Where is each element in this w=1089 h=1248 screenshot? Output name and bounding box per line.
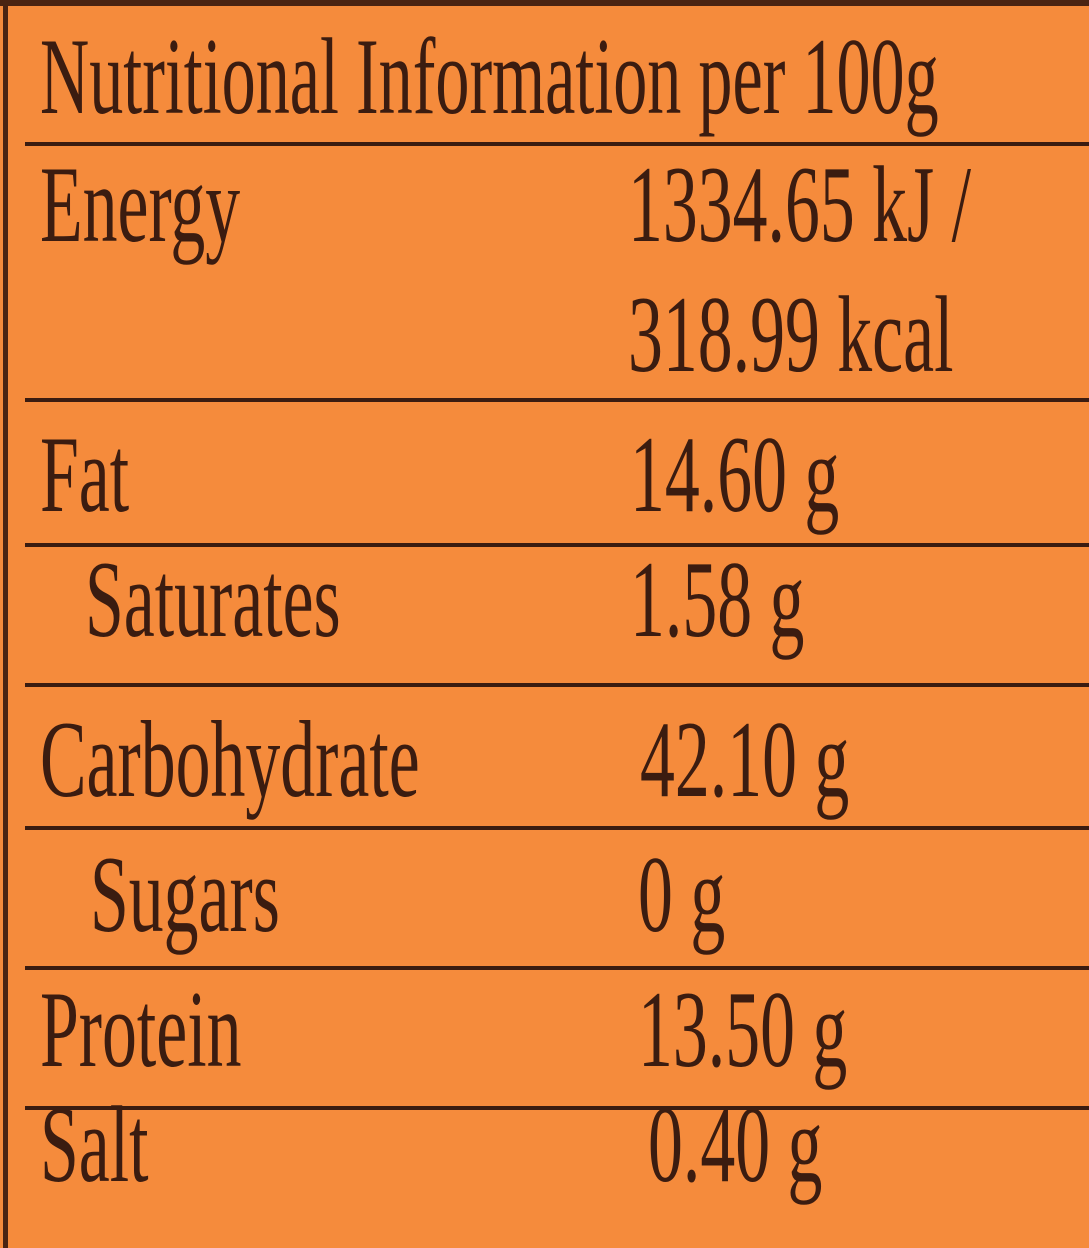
divider — [25, 826, 1089, 830]
divider — [25, 398, 1089, 402]
nutrient-value-protein: 13.50 g — [638, 969, 848, 1090]
nutrient-value-sugars: 0 g — [638, 834, 726, 955]
nutrient-name-sugars: Sugars — [90, 834, 280, 955]
nutrient-name-protein: Protein — [40, 969, 242, 1090]
label-title: Nutritional Information per 100g — [40, 16, 939, 137]
nutrient-value-energy-kj: 1334.65 kJ / — [628, 144, 972, 265]
divider — [25, 543, 1089, 547]
label-border-top — [0, 0, 1089, 6]
nutrient-value-salt: 0.40 g — [648, 1084, 823, 1205]
label-border-left — [3, 0, 8, 1248]
nutrient-value-saturates: 1.58 g — [630, 539, 805, 660]
nutrient-name-salt: Salt — [40, 1084, 149, 1205]
divider — [25, 142, 1089, 146]
nutrient-name-fat: Fat — [40, 414, 130, 535]
nutrient-name-carbohydrate: Carbohydrate — [40, 699, 420, 820]
nutrient-value-carbohydrate: 42.10 g — [640, 699, 850, 820]
divider — [25, 683, 1089, 687]
divider — [25, 1106, 1089, 1110]
divider — [25, 966, 1089, 970]
nutrient-value-fat: 14.60 g — [630, 414, 840, 535]
nutrient-name-energy: Energy — [40, 144, 241, 265]
nutrient-name-saturates: Saturates — [85, 539, 341, 660]
nutrient-value-energy-kcal: 318.99 kcal — [628, 274, 954, 395]
